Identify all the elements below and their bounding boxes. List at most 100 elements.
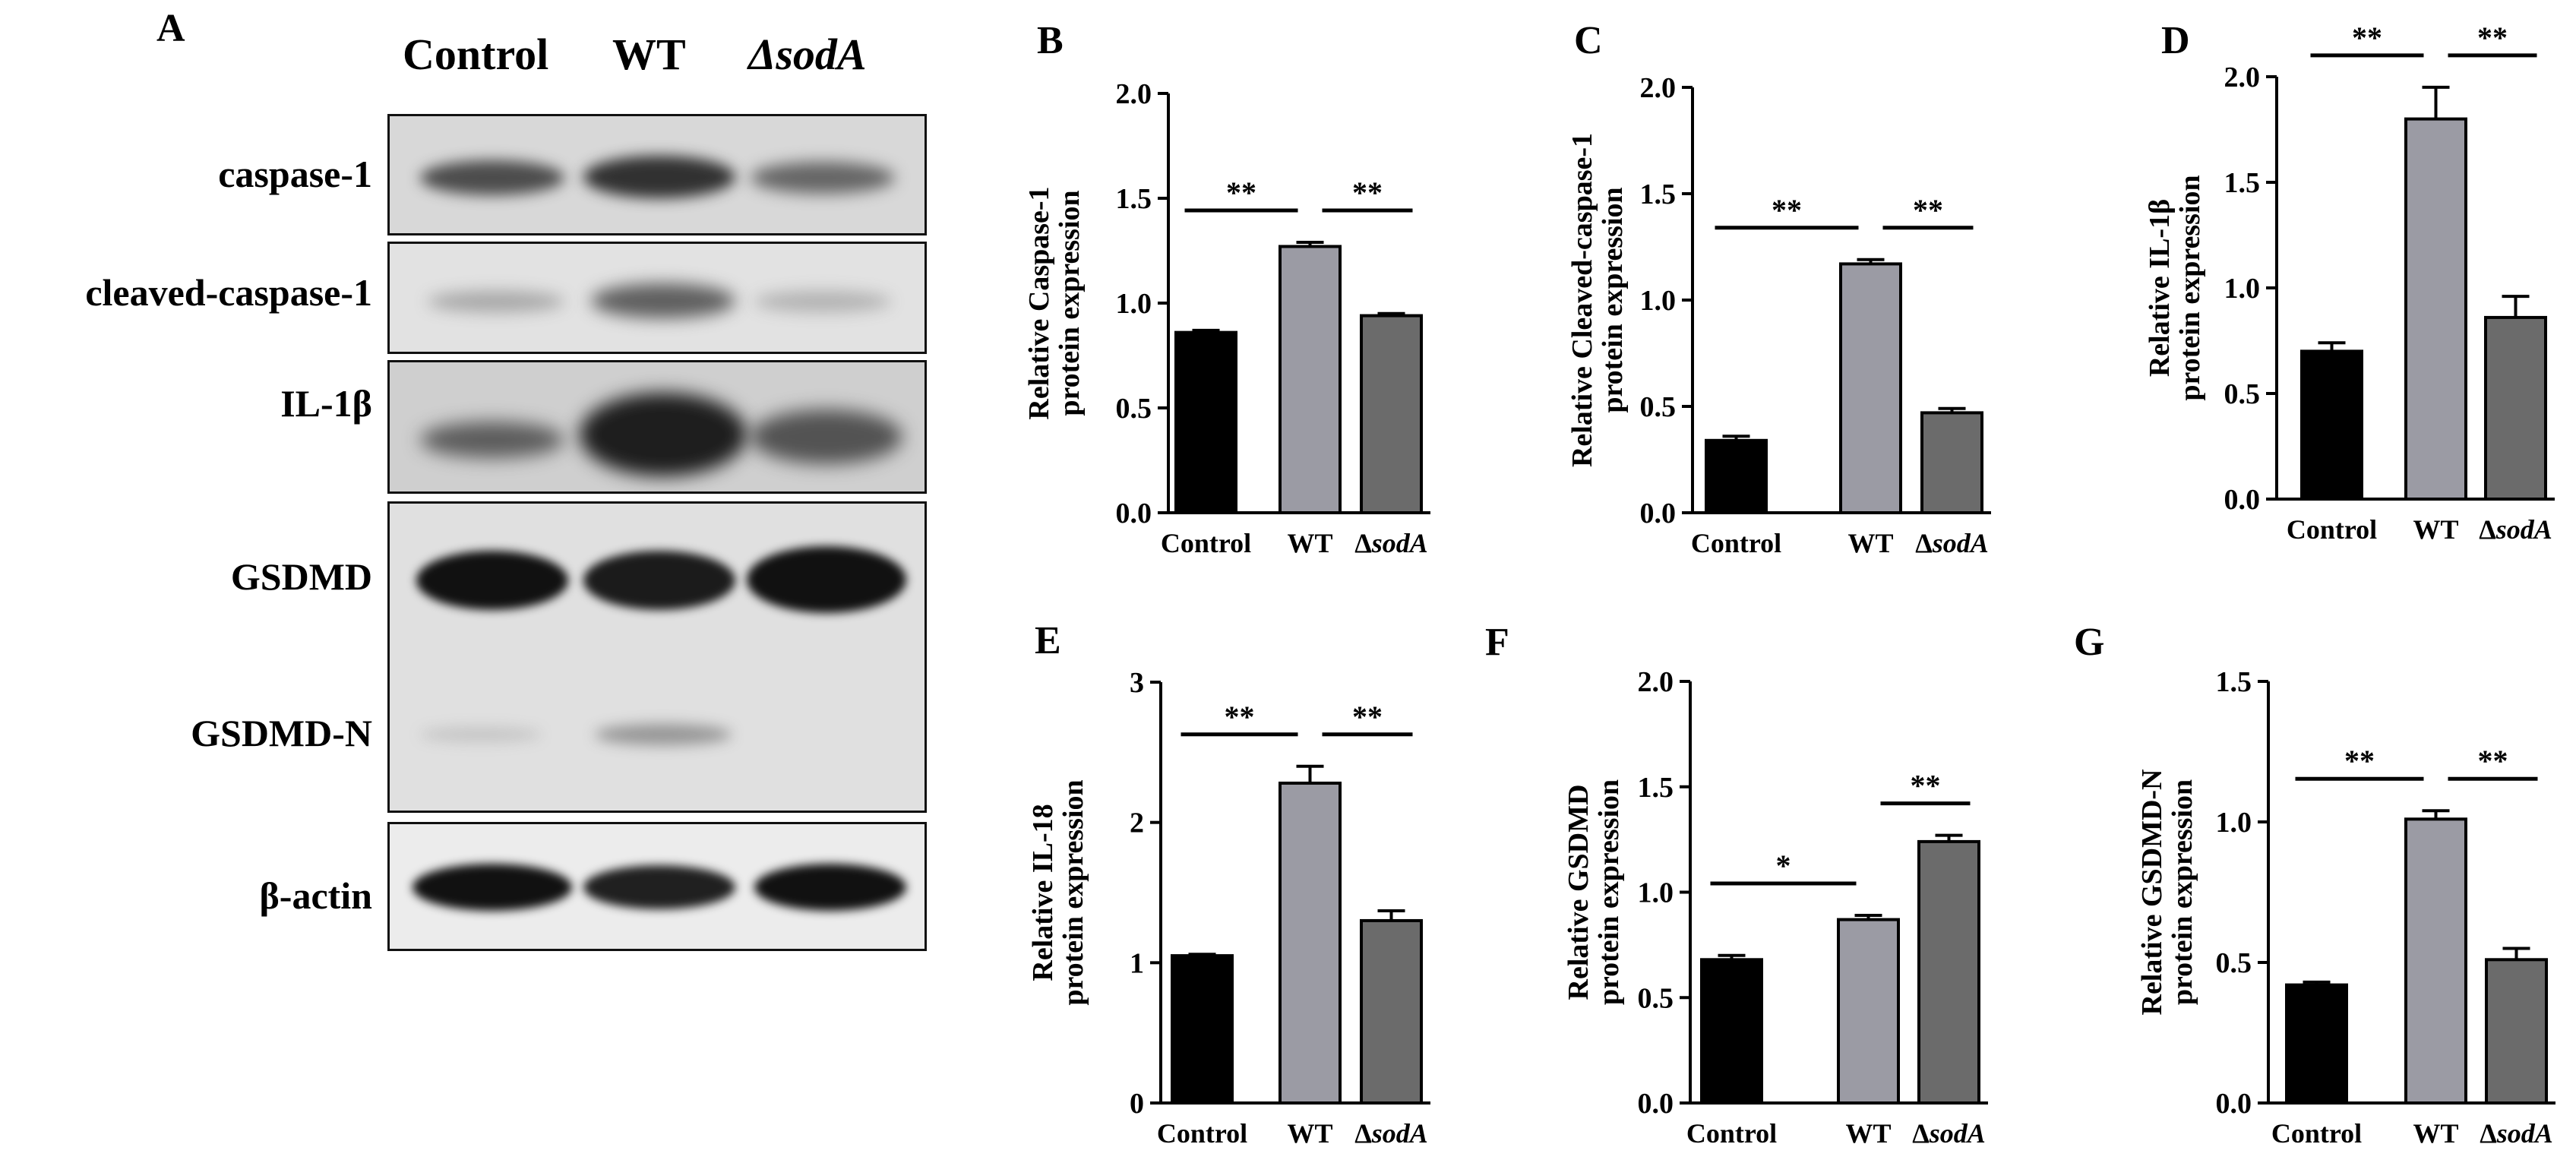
blot-strip-il1b (387, 360, 927, 494)
band (420, 160, 564, 195)
y-tick-label-c: 1.5 (1640, 179, 1677, 210)
x-tick-label-f: Control (1686, 1118, 1777, 1149)
x-tick-label-d: ΔsodA (2479, 514, 2552, 545)
y-axis-label-f: Relative GSDMD (1563, 785, 1595, 1000)
blot-row-label-beta-actin: β-actin (259, 874, 372, 917)
lane-label-control: Control (403, 30, 549, 79)
band (428, 291, 564, 312)
y-tick-label-e: 0 (1130, 1088, 1144, 1120)
bar-c-wt (1839, 262, 1902, 514)
y-tick-label-b: 2.0 (1116, 78, 1152, 110)
blot-row-label-gsdmd-n: GSDMD-N (191, 712, 372, 754)
blot-row-label-il1b: IL-1β (280, 382, 372, 425)
y-axis-label-d: protein expression (2174, 175, 2206, 400)
band (420, 727, 542, 742)
blot-strip-beta-actin (387, 822, 927, 951)
bar-d-control (2300, 349, 2363, 501)
bar-c-sodA (1920, 411, 1983, 515)
blot-row-label-cleaved-caspase1: cleaved-caspase-1 (85, 271, 372, 314)
x-tick-label-e: ΔsodA (1354, 1118, 1428, 1149)
bar-c-control (1705, 438, 1768, 514)
y-tick-label-f: 2.0 (1638, 666, 1674, 698)
y-tick-label-c: 0.5 (1640, 391, 1677, 423)
bar-f-control (1700, 958, 1763, 1105)
y-tick-label-c: 2.0 (1640, 72, 1677, 104)
y-tick-label-e: 3 (1130, 667, 1144, 699)
blot-strip-gsdmd (387, 501, 927, 813)
band (580, 393, 747, 476)
blot-row-label-gsdmd: GSDMD (230, 555, 372, 598)
y-axis-label-b: protein expression (1054, 190, 1086, 416)
band (416, 551, 568, 610)
band (595, 724, 732, 745)
significance-label-f: ** (1911, 769, 1941, 803)
band (420, 422, 564, 458)
x-tick-label-b: ΔsodA (1354, 528, 1428, 558)
band (591, 283, 735, 318)
y-axis-label-f: protein expression (1593, 779, 1625, 1005)
panel-letter-d: D (2161, 19, 2190, 62)
y-tick-label-g: 1.5 (2216, 666, 2252, 698)
panel-letter-f: F (1485, 621, 1509, 664)
y-tick-label-d: 1.0 (2224, 273, 2261, 305)
band (747, 546, 906, 613)
band (583, 156, 735, 198)
panel-letter-g: G (2074, 621, 2104, 664)
y-axis-label-e: protein expression (1057, 779, 1089, 1005)
x-tick-label-e: Control (1157, 1118, 1247, 1149)
y-tick-label-b: 1.5 (1116, 183, 1152, 215)
bar-d-sodA (2484, 315, 2547, 501)
x-tick-label-g: ΔsodA (2480, 1118, 2553, 1149)
band (583, 865, 735, 909)
panel-letter-a: A (156, 7, 185, 50)
significance-label-c: ** (1913, 193, 1943, 227)
x-tick-label-c: Control (1691, 528, 1781, 558)
x-tick-label-c: WT (1847, 528, 1893, 558)
y-axis-label-g: protein expression (2167, 779, 2198, 1005)
y-axis-label-g: Relative GSDMD-N (2136, 770, 2168, 1016)
y-axis-label-c: Relative Cleaved-caspase-1 (1566, 133, 1598, 467)
bar-g-wt (2404, 817, 2467, 1105)
y-tick-label-c: 1.0 (1640, 285, 1677, 317)
lane-label-wt: WT (612, 30, 686, 79)
y-tick-label-e: 1 (1130, 947, 1144, 979)
bar-f-sodA (1917, 839, 1980, 1105)
bar-g-sodA (2485, 958, 2548, 1105)
x-tick-label-b: WT (1287, 528, 1332, 558)
significance-label-f: * (1776, 849, 1791, 883)
x-tick-label-d: Control (2287, 514, 2377, 545)
bar-b-sodA (1360, 314, 1423, 514)
x-tick-label-f: ΔsodA (1912, 1118, 1986, 1149)
y-tick-label-b: 0.0 (1116, 498, 1152, 529)
band (754, 864, 906, 911)
blot-strip-cleaved-caspase1 (387, 242, 927, 354)
bar-b-control (1174, 330, 1237, 515)
blot-row-label-caspase1: caspase-1 (218, 153, 372, 195)
bar-e-wt (1279, 781, 1342, 1105)
significance-label-e: ** (1352, 700, 1383, 734)
y-tick-label-d: 2.0 (2224, 62, 2261, 93)
x-tick-label-b: Control (1161, 528, 1251, 558)
y-axis-label-d: Relative IL-1β (2144, 199, 2176, 377)
significance-label-g: ** (2344, 744, 2375, 778)
y-axis-label-c: protein expression (1597, 187, 1629, 412)
x-tick-label-e: WT (1287, 1118, 1332, 1149)
panel-letter-e: E (1035, 619, 1061, 662)
y-tick-label-b: 1.0 (1116, 288, 1152, 320)
bar-b-wt (1279, 245, 1342, 514)
band (751, 162, 895, 194)
x-tick-label-f: WT (1845, 1118, 1891, 1149)
y-tick-label-f: 1.5 (1638, 772, 1674, 804)
lane-label-sodA: ΔsodA (748, 30, 867, 79)
band (583, 551, 735, 610)
x-tick-label-d: WT (2413, 514, 2458, 545)
x-tick-label-g: WT (2413, 1118, 2458, 1149)
y-tick-label-g: 0.5 (2216, 947, 2252, 979)
y-tick-label-d: 0.0 (2224, 484, 2261, 516)
bar-g-control (2285, 983, 2348, 1105)
significance-label-e: ** (1225, 700, 1255, 734)
significance-label-d: ** (2352, 21, 2382, 55)
band (754, 291, 891, 312)
y-tick-label-f: 0.5 (1638, 982, 1674, 1014)
